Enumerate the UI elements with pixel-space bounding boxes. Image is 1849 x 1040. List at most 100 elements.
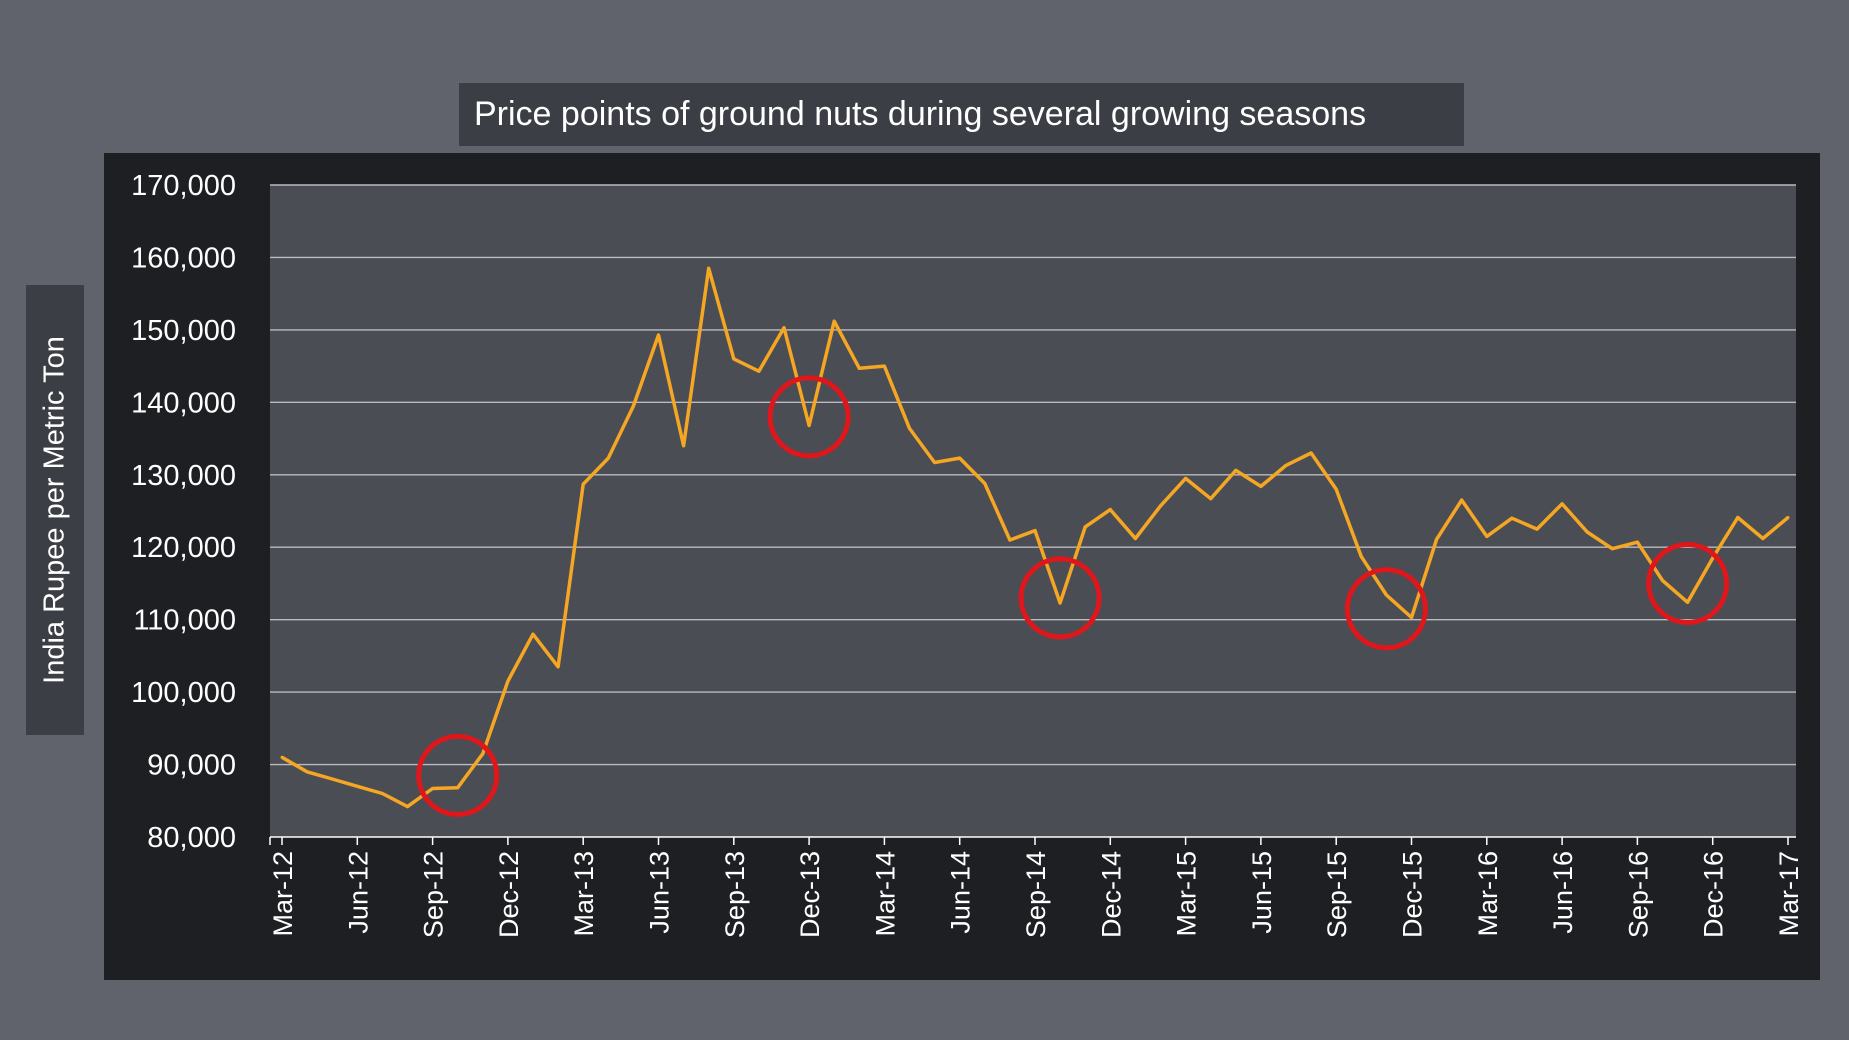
x-tick-label: Sep-12 [419, 851, 449, 938]
x-tick-label: Dec-16 [1699, 851, 1729, 938]
data-point [933, 460, 937, 464]
data-point [908, 426, 911, 430]
chart-title-box: Price points of ground nuts during sever… [459, 83, 1464, 146]
y-tick-label: 130,000 [131, 460, 236, 492]
data-point [882, 364, 886, 368]
x-tick-label: Jun-16 [1548, 851, 1578, 934]
data-point [1736, 516, 1740, 520]
y-tick-label: 110,000 [133, 605, 236, 637]
x-tick-label: Dec-12 [494, 851, 524, 938]
y-axis-label-box: India Rupee per Metric Ton [26, 285, 84, 735]
data-point [606, 456, 610, 460]
data-point [1108, 508, 1112, 512]
data-point [1661, 579, 1664, 583]
data-point [682, 444, 686, 448]
data-point [707, 266, 711, 270]
data-point [1410, 615, 1413, 619]
data-point [1008, 538, 1012, 542]
y-tick-label: 100,000 [131, 677, 236, 709]
data-point [1058, 601, 1062, 605]
data-point [1133, 537, 1137, 541]
x-tick-label: Dec-15 [1398, 851, 1428, 938]
data-point [1334, 487, 1338, 491]
highlight-circles [416, 375, 1730, 817]
data-point [657, 333, 660, 337]
data-point [958, 456, 962, 460]
data-point [506, 679, 510, 683]
y-tick-label: 120,000 [131, 532, 236, 564]
data-point [531, 632, 535, 636]
x-tick-label: Jun-15 [1247, 851, 1277, 934]
x-tick-label: Jun-12 [343, 851, 373, 934]
x-tick-label: Mar-17 [1774, 851, 1804, 937]
data-point [556, 665, 560, 669]
data-point [1384, 593, 1388, 597]
y-tick-label: 170,000 [131, 170, 236, 202]
data-point [481, 752, 485, 756]
x-tick-label: Dec-13 [795, 851, 825, 938]
data-point [330, 777, 334, 781]
data-point [380, 792, 384, 796]
data-point [1284, 463, 1288, 467]
data-point [1535, 527, 1539, 531]
data-point [807, 424, 811, 428]
plot-area [270, 185, 1796, 837]
data-point [857, 366, 861, 370]
data-point [1083, 525, 1087, 529]
highlight-circle [767, 375, 851, 459]
data-point [1259, 484, 1263, 488]
data-point [1786, 516, 1790, 520]
data-point [305, 770, 309, 774]
data-point [1159, 504, 1162, 508]
x-tick-label: Sep-16 [1623, 851, 1653, 938]
data-point [1435, 537, 1439, 541]
data-point [1585, 530, 1589, 534]
data-point [1460, 498, 1464, 502]
data-point [1610, 547, 1614, 551]
y-tick-label: 150,000 [131, 315, 236, 347]
y-tick-label: 90,000 [147, 750, 236, 782]
y-tick-label: 80,000 [147, 822, 236, 854]
data-point [1033, 529, 1037, 533]
data-point [280, 755, 284, 759]
x-tick-label: Dec-14 [1096, 851, 1126, 938]
data-point [1686, 600, 1690, 604]
data-point [406, 805, 409, 809]
x-tick-label: Mar-16 [1473, 851, 1503, 937]
data-point [355, 784, 359, 788]
x-tick-label: Sep-15 [1322, 851, 1352, 938]
data-point [757, 369, 761, 373]
highlight-circle [1018, 556, 1102, 640]
data-point [456, 786, 460, 790]
data-point [631, 404, 635, 408]
x-tick-label: Sep-14 [1021, 851, 1051, 938]
y-axis-ticks: 80,000 90,000 100,000 110,000 120,000 130,000… [131, 170, 236, 854]
gridlines [270, 184, 1796, 766]
data-point [983, 481, 987, 485]
y-tick-label: 160,000 [131, 242, 236, 274]
data-point [431, 786, 435, 790]
data-point [1234, 468, 1238, 472]
x-tick-label: Jun-13 [645, 851, 675, 934]
data-point [1359, 555, 1363, 559]
data-point [1184, 476, 1188, 480]
highlight-circle [416, 733, 500, 817]
data-point [1635, 540, 1639, 544]
data-point [581, 482, 585, 486]
x-tick-label: Mar-14 [870, 851, 900, 937]
data-point [832, 319, 836, 323]
x-tick-label: Sep-13 [720, 851, 750, 938]
x-axis: Mar-12 Jun-12 Sep-12 Dec-12 Mar-13 Jun-13 Sep-… [268, 836, 1804, 938]
highlight-circle [1344, 567, 1428, 651]
data-point [1309, 451, 1313, 455]
y-tick-label: 140,000 [131, 387, 236, 419]
data-point [1761, 537, 1765, 541]
x-tick-label: Jun-14 [946, 851, 976, 934]
data-point [1485, 534, 1489, 538]
x-tick-label: Mar-13 [569, 851, 599, 937]
data-point [732, 357, 736, 361]
data-point [1560, 502, 1564, 506]
chart-title: Price points of ground nuts during sever… [474, 95, 1367, 133]
